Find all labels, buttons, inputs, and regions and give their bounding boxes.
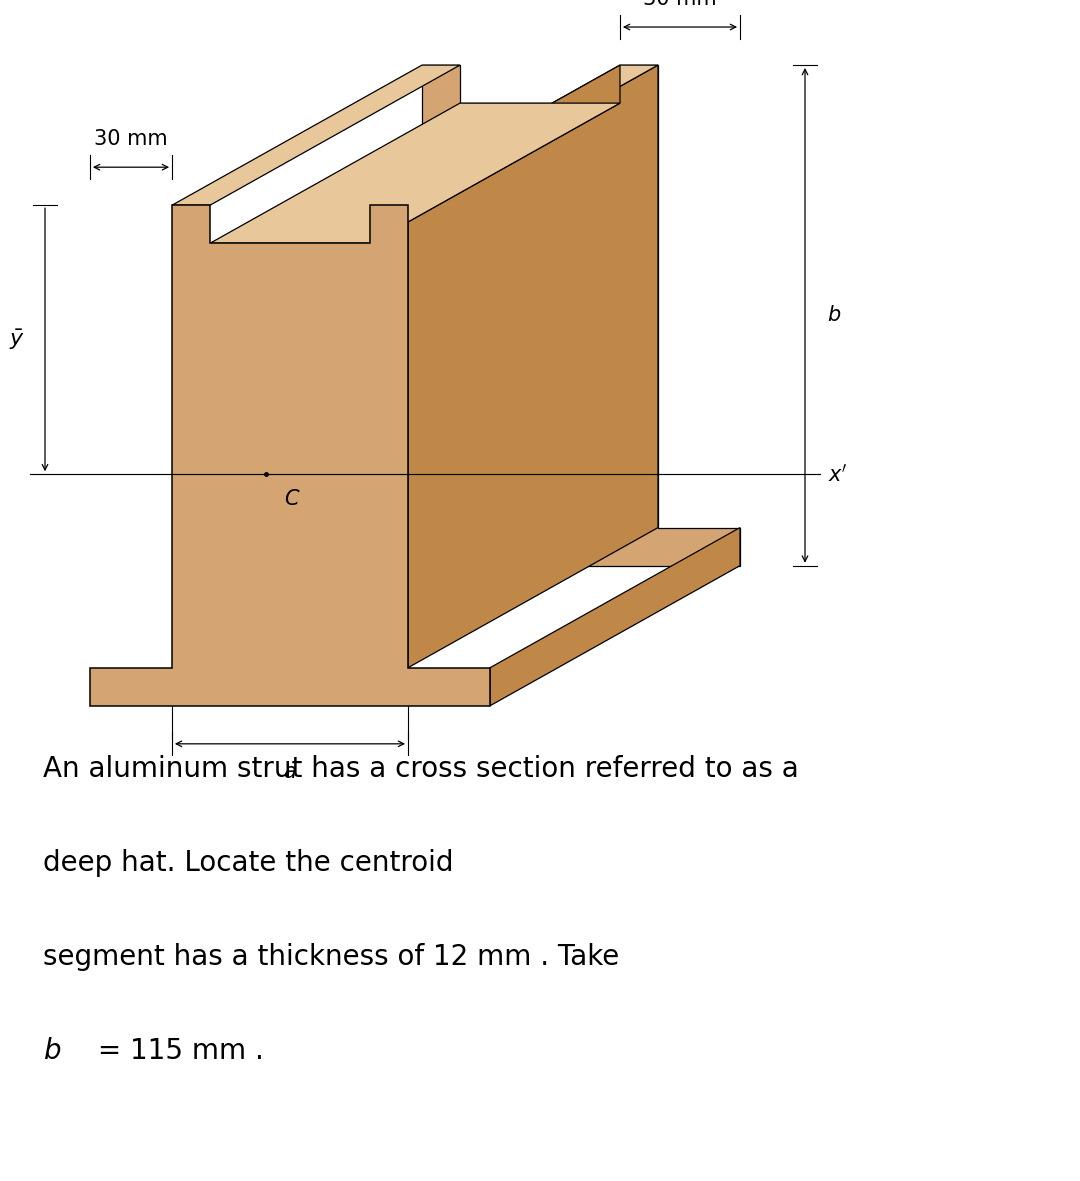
- Polygon shape: [340, 65, 740, 566]
- Text: $x'$: $x'$: [828, 463, 848, 485]
- Text: segment has a thickness of 12 mm . Take: segment has a thickness of 12 mm . Take: [43, 944, 629, 971]
- Text: $b$: $b$: [43, 1037, 62, 1065]
- Polygon shape: [210, 528, 620, 667]
- Text: = 115 mm .: = 115 mm .: [89, 1037, 264, 1065]
- Polygon shape: [408, 65, 658, 667]
- Polygon shape: [490, 528, 740, 706]
- Text: deep hat. Locate the centroid: deep hat. Locate the centroid: [43, 849, 462, 877]
- Text: 30 mm: 30 mm: [94, 129, 167, 149]
- Text: a: a: [284, 762, 296, 782]
- Text: An aluminum strut has a cross section referred to as a: An aluminum strut has a cross section re…: [43, 755, 799, 783]
- Text: 30 mm: 30 mm: [644, 0, 717, 9]
- Polygon shape: [370, 103, 620, 667]
- Polygon shape: [90, 205, 490, 706]
- Text: $\bar{y}$: $\bar{y}$: [9, 327, 25, 352]
- Text: C: C: [284, 489, 299, 509]
- Polygon shape: [172, 65, 460, 205]
- Text: b: b: [827, 306, 840, 325]
- Polygon shape: [370, 65, 658, 205]
- Polygon shape: [370, 65, 620, 243]
- Polygon shape: [210, 103, 620, 243]
